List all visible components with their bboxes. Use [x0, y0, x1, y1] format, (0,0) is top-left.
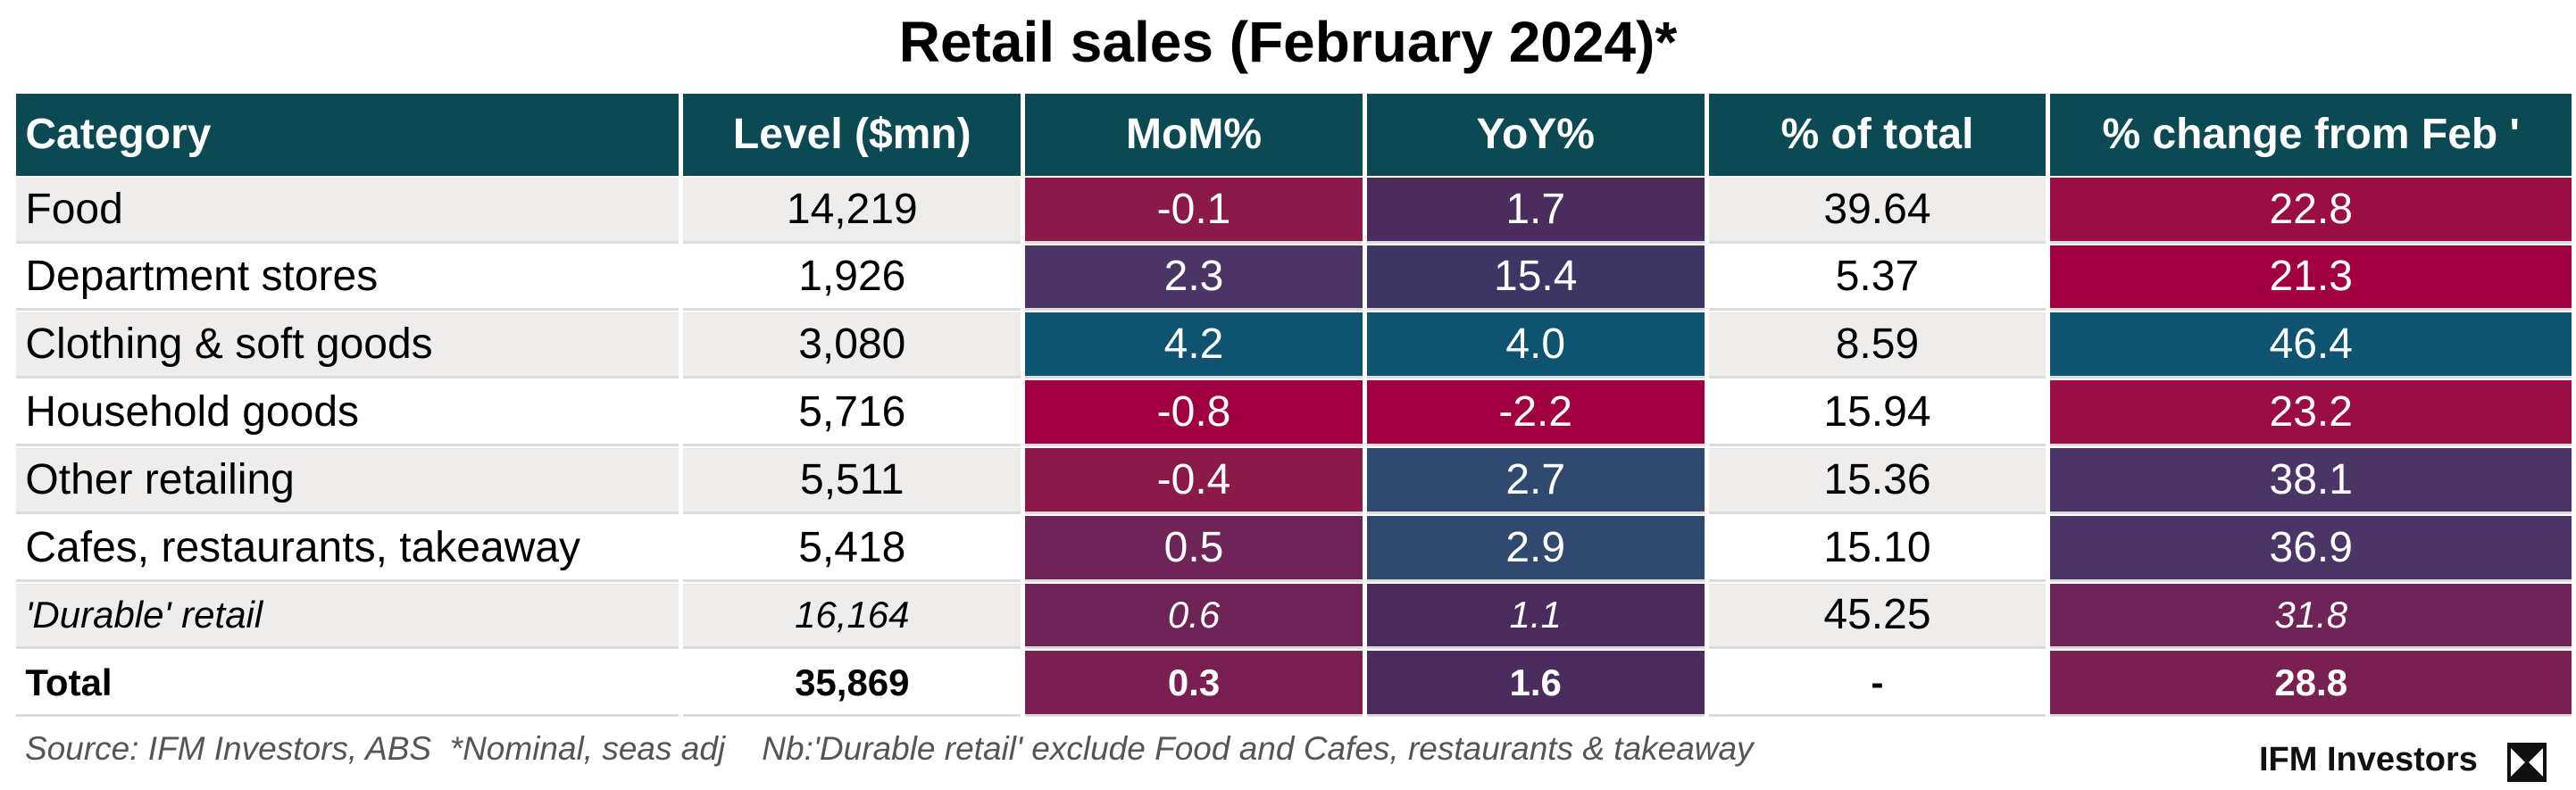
- table-cell: 5,418: [683, 515, 1021, 582]
- table-cell: 'Durable' retail: [16, 583, 679, 650]
- table-cell: 0.5: [1025, 515, 1363, 582]
- table-cell: Total: [16, 651, 679, 718]
- table-cell: 4.0: [1366, 312, 1705, 379]
- table-cell: -0.1: [1025, 177, 1363, 244]
- brand: IFM Investors: [2259, 741, 2478, 778]
- table-cell: Food: [16, 177, 679, 244]
- table-cell: 2.3: [1025, 245, 1363, 312]
- table-cell: -0.8: [1025, 380, 1363, 446]
- table-cell: 15.94: [1708, 380, 2047, 446]
- table-cell: 5,511: [683, 447, 1021, 514]
- table-cell: 1.1: [1366, 583, 1705, 650]
- table-cell: 16,164: [683, 583, 1021, 650]
- table-cell: 15.10: [1708, 515, 2047, 582]
- table-cell: 39.64: [1708, 177, 2047, 244]
- table-cell: Department stores: [16, 245, 679, 312]
- table-cell: 21.3: [2050, 245, 2572, 312]
- title: Retail sales (February 2024)*: [898, 10, 1678, 74]
- table-cell: 1.7: [1366, 177, 1705, 244]
- column-header: % change from Feb ': [2050, 93, 2572, 176]
- column-header: % of total: [1708, 93, 2047, 176]
- table-cell: 28.8: [2050, 651, 2572, 718]
- source-note: Source: IFM Investors, ABS *Nominal, sea…: [25, 730, 1754, 767]
- table-cell: 45.25: [1708, 583, 2047, 650]
- table-cell: 2.9: [1366, 515, 1705, 582]
- table-cell: Cafes, restaurants, takeaway: [16, 515, 679, 582]
- table-cell: 35,869: [683, 651, 1021, 718]
- table-cell: 5,716: [683, 380, 1021, 446]
- column-header: YoY%: [1366, 93, 1705, 176]
- column-header: MoM%: [1025, 93, 1363, 176]
- table-cell: 0.3: [1025, 651, 1363, 718]
- table-cell: 46.4: [2050, 312, 2572, 379]
- table-cell: 4.2: [1025, 312, 1363, 379]
- table-cell: -: [1708, 651, 2047, 718]
- table-cell: 15.4: [1366, 245, 1705, 312]
- table-cell: -2.2: [1366, 380, 1705, 446]
- table-cell: 1,926: [683, 245, 1021, 312]
- table-cell: Household goods: [16, 380, 679, 446]
- column-header: Category: [16, 93, 679, 176]
- table-cell: 8.59: [1708, 312, 2047, 379]
- table-cell: Other retailing: [16, 447, 679, 514]
- table-cell: 2.7: [1366, 447, 1705, 514]
- column-header: Level ($mn): [683, 93, 1021, 176]
- table-cell: 23.2: [2050, 380, 2572, 446]
- table-cell: 14,219: [683, 177, 1021, 244]
- table-cell: 0.6: [1025, 583, 1363, 650]
- table-cell: 15.36: [1708, 447, 2047, 514]
- table-cell: 1.6: [1366, 651, 1705, 718]
- table-cell: 3,080: [683, 312, 1021, 379]
- table-cell: Clothing & soft goods: [16, 312, 679, 379]
- table-cell: 22.8: [2050, 177, 2572, 244]
- table-cell: 5.37: [1708, 245, 2047, 312]
- brand-logo: [2507, 743, 2547, 782]
- table-cell: 31.8: [2050, 583, 2572, 650]
- table-cell: -0.4: [1025, 447, 1363, 514]
- table-cell: 36.9: [2050, 515, 2572, 582]
- table-cell: 38.1: [2050, 447, 2572, 514]
